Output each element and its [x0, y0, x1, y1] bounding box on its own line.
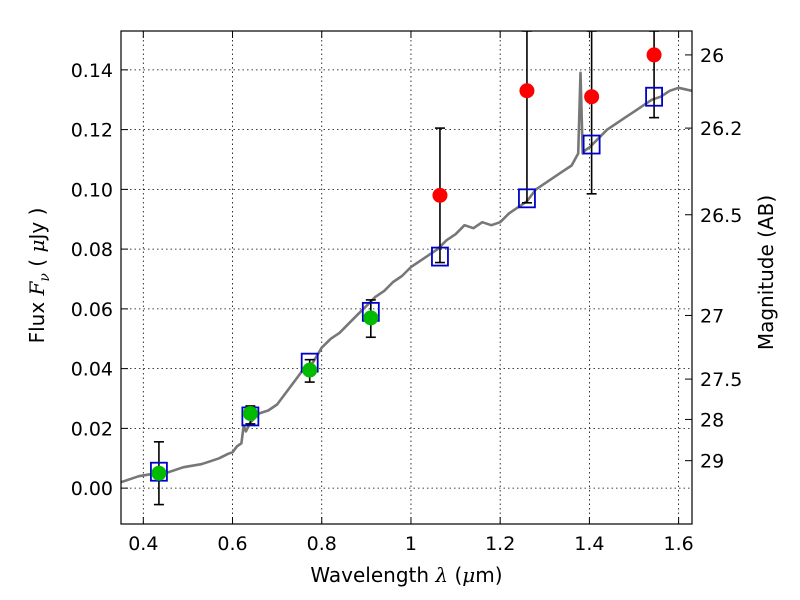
green-point — [151, 465, 167, 481]
y-tick-label: 0.02 — [71, 418, 113, 440]
x-tick-label: 1.2 — [485, 533, 515, 555]
red-point — [584, 89, 600, 105]
right-tick-label: 26.2 — [700, 118, 742, 140]
x-tick-label: 0.6 — [217, 533, 247, 555]
x-tick-label: 0.8 — [307, 533, 337, 555]
x-tick-label: 0.4 — [128, 533, 158, 555]
plot-frame — [120, 30, 693, 525]
y-tick-label: 0.14 — [71, 60, 113, 82]
square-marker — [645, 86, 663, 107]
right-axis-title: Magnitude (AB) — [754, 195, 778, 350]
green-point — [242, 405, 258, 421]
grid — [121, 31, 692, 524]
dot-marker-layer — [151, 47, 662, 481]
y-tick-label: 0.08 — [71, 239, 113, 261]
y-tick-label: 0.12 — [71, 120, 113, 142]
red-point — [646, 47, 662, 63]
y-axis-title: Flux Fν ( μJy ) — [25, 208, 53, 344]
square-marker — [431, 246, 449, 267]
square-marker — [518, 188, 536, 209]
y-tick-label: 0.00 — [71, 478, 113, 500]
green-point — [302, 362, 318, 378]
square-marker — [582, 134, 601, 155]
right-tick-label: 26.5 — [700, 205, 742, 227]
right-tick-label: 28 — [700, 409, 724, 431]
x-tick-label: 1.4 — [574, 533, 604, 555]
y-tick-label: 0.04 — [71, 359, 113, 381]
green-point — [363, 310, 379, 326]
square-marker — [150, 461, 168, 482]
tick-labels: 0.4 0.6 0.8 1 1.2 1.4 1.6 0.00 0.02 0.04 0.06 0.08 0… — [71, 45, 743, 555]
right-tick-label: 27 — [700, 305, 724, 327]
x-tick-label: 1 — [405, 533, 417, 555]
x-axis-title: Wavelength λ (μm) — [310, 563, 502, 587]
square-marker-layer — [150, 86, 663, 482]
red-point — [519, 83, 535, 99]
spectrum-line — [121, 71, 692, 484]
y-tick-label: 0.10 — [71, 179, 113, 201]
x-tick-label: 1.6 — [664, 533, 694, 555]
y-tick-label: 0.06 — [71, 299, 113, 321]
ticks — [121, 31, 692, 524]
right-tick-label: 29 — [700, 451, 724, 473]
red-point — [432, 187, 448, 203]
spectrum-layer — [121, 71, 692, 484]
right-tick-label: 26 — [700, 45, 724, 67]
right-tick-label: 27.5 — [700, 369, 742, 391]
errorbar-layer — [153, 31, 660, 506]
